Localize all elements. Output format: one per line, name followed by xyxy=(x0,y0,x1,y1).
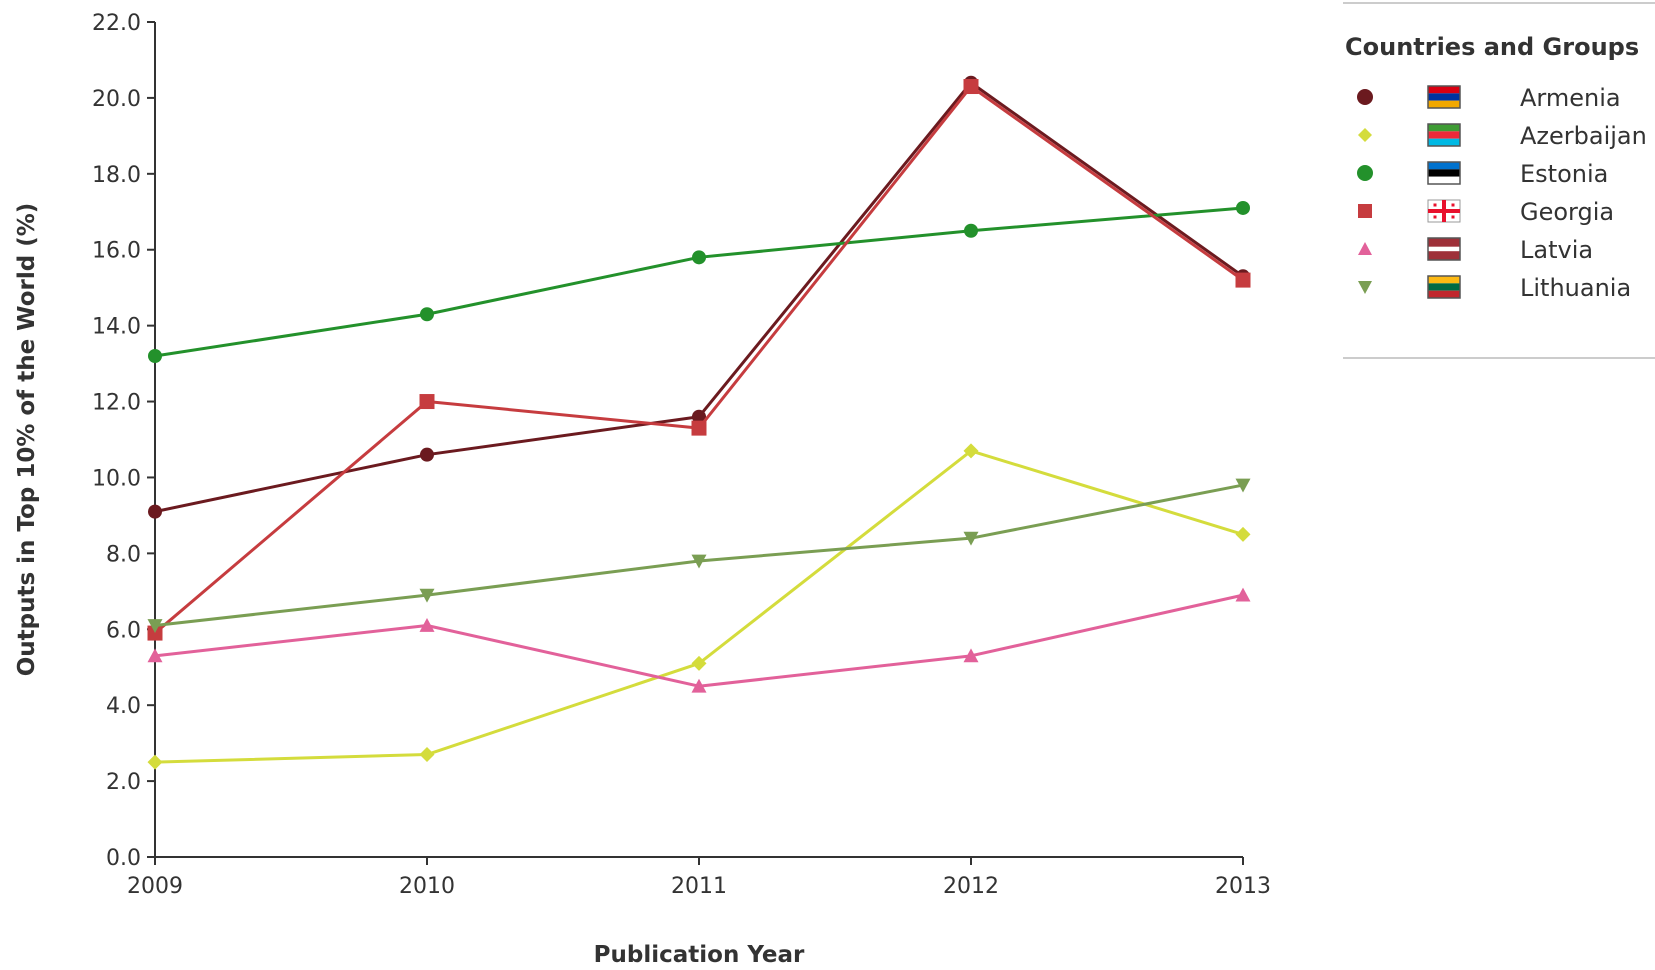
armenia-flag-icon xyxy=(1427,85,1461,109)
legend-item[interactable]: Armenia xyxy=(1357,84,1621,112)
legend-marker xyxy=(1358,128,1372,142)
data-point xyxy=(692,250,706,265)
data-point xyxy=(148,349,162,363)
series-line xyxy=(154,593,1244,688)
data-point xyxy=(420,307,434,322)
data-point xyxy=(147,754,163,770)
legend-item[interactable]: Azerbaijan xyxy=(1358,122,1647,150)
lithuania-flag-icon xyxy=(1427,275,1461,299)
data-point xyxy=(419,394,435,410)
x-tick-label: 2012 xyxy=(943,874,999,899)
legend-item[interactable]: Lithuania xyxy=(1358,274,1631,302)
legend-item[interactable]: Estonia xyxy=(1357,160,1608,188)
y-tick-label: 6.0 xyxy=(106,618,141,643)
data-point xyxy=(147,625,163,641)
series-layer xyxy=(147,75,1251,770)
y-tick-label: 22.0 xyxy=(92,11,141,36)
data-point xyxy=(691,655,707,671)
series-georgia xyxy=(147,79,1251,641)
series-line xyxy=(154,85,1244,635)
series-armenia xyxy=(148,75,1250,519)
data-point xyxy=(147,648,163,663)
y-tick-label: 16.0 xyxy=(92,239,141,264)
estonia-flag-icon xyxy=(1427,161,1461,185)
data-point xyxy=(963,79,979,95)
legend: Countries and Groups Armenia Azerbaijan Es… xyxy=(1343,2,1655,359)
x-axis-ticks: 2009 2010 2011 2012 2013 xyxy=(127,857,1271,899)
legend-item[interactable]: Latvia xyxy=(1358,236,1593,264)
y-tick-label: 2.0 xyxy=(106,770,141,795)
legend-marker xyxy=(1358,281,1372,294)
data-point xyxy=(963,531,979,546)
y-tick-label: 20.0 xyxy=(92,87,141,112)
y-tick-label: 10.0 xyxy=(92,466,141,491)
legend-marker xyxy=(1358,204,1372,218)
legend-item[interactable]: Georgia xyxy=(1358,198,1614,226)
data-point xyxy=(420,447,434,462)
legend-label: Georgia xyxy=(1520,198,1614,226)
legend-label: Azerbaijan xyxy=(1520,122,1647,150)
data-point xyxy=(691,678,707,693)
legend-title: Countries and Groups xyxy=(1345,33,1639,61)
y-axis-title: Outputs in Top 10% of the World (%) xyxy=(14,203,40,677)
legend-label: Latvia xyxy=(1520,236,1593,264)
data-point xyxy=(692,409,706,424)
legend-label: Armenia xyxy=(1520,84,1621,112)
legend-marker xyxy=(1358,242,1372,255)
azerbaijan-flag-icon xyxy=(1427,123,1461,147)
y-axis-ticks: 0.0 2.0 4.0 6.0 8.0 10.0 12.0 14.0 16.0 18.0 20.0 2… xyxy=(92,11,155,871)
y-tick-label: 12.0 xyxy=(92,391,141,416)
georgia-flag-icon xyxy=(1427,199,1461,223)
data-point xyxy=(964,223,978,238)
series-lithuania xyxy=(147,478,1251,633)
latvia-flag-icon xyxy=(1427,237,1461,261)
legend-items: Armenia Azerbaijan Estonia Georgia Latvia Lit… xyxy=(1357,84,1647,302)
x-tick-label: 2013 xyxy=(1215,874,1271,899)
series-line xyxy=(154,206,1244,358)
y-tick-label: 18.0 xyxy=(92,163,141,188)
data-point xyxy=(1235,526,1251,542)
data-point xyxy=(1235,272,1251,288)
data-point xyxy=(1236,200,1250,215)
series-latvia xyxy=(147,587,1251,693)
legend-label: Lithuania xyxy=(1520,274,1631,302)
data-point xyxy=(963,443,979,459)
x-tick-label: 2010 xyxy=(399,874,455,899)
data-point xyxy=(1235,478,1251,493)
y-tick-label: 14.0 xyxy=(92,315,141,340)
legend-marker xyxy=(1357,89,1373,105)
data-point xyxy=(147,619,163,633)
data-point xyxy=(419,747,435,763)
data-point xyxy=(691,420,707,436)
axes xyxy=(154,22,1243,858)
y-tick-label: 0.0 xyxy=(106,846,141,871)
data-point xyxy=(691,554,707,569)
series-line xyxy=(154,81,1244,514)
data-point xyxy=(148,504,162,519)
legend-marker xyxy=(1357,165,1373,181)
x-tick-label: 2009 xyxy=(127,874,183,899)
series-estonia xyxy=(148,200,1250,363)
data-point xyxy=(1235,587,1251,602)
data-point xyxy=(419,617,435,632)
y-tick-label: 4.0 xyxy=(106,694,141,719)
series-azerbaijan xyxy=(147,443,1251,770)
legend-label: Estonia xyxy=(1520,160,1608,188)
data-point xyxy=(419,588,435,603)
data-point xyxy=(963,648,979,663)
y-tick-label: 8.0 xyxy=(106,542,141,567)
x-tick-label: 2011 xyxy=(671,874,727,899)
x-axis-title: Publication Year xyxy=(594,942,805,966)
